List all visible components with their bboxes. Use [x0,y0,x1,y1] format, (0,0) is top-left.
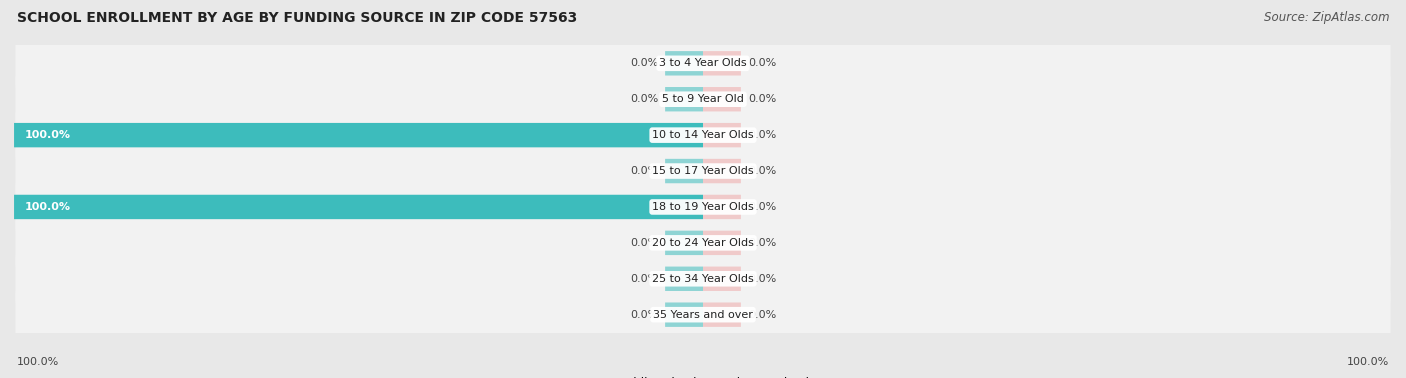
Text: 0.0%: 0.0% [748,202,776,212]
Text: 100.0%: 100.0% [17,357,59,367]
FancyBboxPatch shape [703,51,741,76]
Text: 0.0%: 0.0% [630,58,658,68]
Text: 100.0%: 100.0% [1347,357,1389,367]
Text: 0.0%: 0.0% [630,166,658,176]
FancyBboxPatch shape [703,266,741,291]
Text: 18 to 19 Year Olds: 18 to 19 Year Olds [652,202,754,212]
Text: 0.0%: 0.0% [748,130,776,140]
FancyBboxPatch shape [703,231,741,255]
FancyBboxPatch shape [703,195,741,219]
FancyBboxPatch shape [14,123,703,147]
Text: 100.0%: 100.0% [24,202,70,212]
FancyBboxPatch shape [15,179,1391,235]
Text: 0.0%: 0.0% [748,58,776,68]
Text: Source: ZipAtlas.com: Source: ZipAtlas.com [1264,11,1389,24]
FancyBboxPatch shape [665,87,703,112]
Text: 15 to 17 Year Olds: 15 to 17 Year Olds [652,166,754,176]
FancyBboxPatch shape [665,231,703,255]
FancyBboxPatch shape [14,195,703,219]
FancyBboxPatch shape [665,159,703,183]
FancyBboxPatch shape [15,287,1391,343]
Text: 0.0%: 0.0% [630,310,658,320]
FancyBboxPatch shape [665,51,703,76]
Legend: Public School, Private School: Public School, Private School [598,377,808,378]
Text: 3 to 4 Year Olds: 3 to 4 Year Olds [659,58,747,68]
Text: 0.0%: 0.0% [748,274,776,284]
Text: 0.0%: 0.0% [630,238,658,248]
Text: 0.0%: 0.0% [630,274,658,284]
FancyBboxPatch shape [703,123,741,147]
Text: 35 Years and over: 35 Years and over [652,310,754,320]
FancyBboxPatch shape [703,159,741,183]
Text: 0.0%: 0.0% [748,166,776,176]
FancyBboxPatch shape [15,35,1391,91]
FancyBboxPatch shape [15,251,1391,307]
FancyBboxPatch shape [703,87,741,112]
Text: 0.0%: 0.0% [748,310,776,320]
FancyBboxPatch shape [15,71,1391,127]
Text: 20 to 24 Year Olds: 20 to 24 Year Olds [652,238,754,248]
Text: SCHOOL ENROLLMENT BY AGE BY FUNDING SOURCE IN ZIP CODE 57563: SCHOOL ENROLLMENT BY AGE BY FUNDING SOUR… [17,11,576,25]
FancyBboxPatch shape [703,302,741,327]
FancyBboxPatch shape [15,215,1391,271]
FancyBboxPatch shape [665,302,703,327]
Text: 10 to 14 Year Olds: 10 to 14 Year Olds [652,130,754,140]
Text: 0.0%: 0.0% [630,94,658,104]
Text: 25 to 34 Year Olds: 25 to 34 Year Olds [652,274,754,284]
Text: 5 to 9 Year Old: 5 to 9 Year Old [662,94,744,104]
FancyBboxPatch shape [15,143,1391,199]
Text: 0.0%: 0.0% [748,238,776,248]
Text: 100.0%: 100.0% [24,130,70,140]
FancyBboxPatch shape [665,266,703,291]
Text: 0.0%: 0.0% [748,94,776,104]
FancyBboxPatch shape [15,107,1391,163]
